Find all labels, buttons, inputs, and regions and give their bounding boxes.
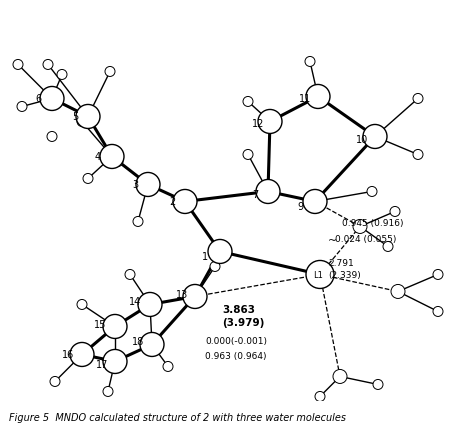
Circle shape	[305, 58, 315, 67]
Circle shape	[50, 377, 60, 386]
Circle shape	[133, 217, 143, 227]
Text: 7: 7	[252, 190, 258, 200]
Text: 0.963 (0.964): 0.963 (0.964)	[205, 351, 266, 361]
Circle shape	[306, 261, 334, 289]
Text: 6: 6	[35, 94, 41, 104]
Circle shape	[105, 67, 115, 77]
Circle shape	[83, 174, 93, 184]
Circle shape	[77, 117, 87, 127]
Circle shape	[113, 157, 123, 167]
Text: 2.791
(2.339): 2.791 (2.339)	[328, 259, 361, 279]
Text: 0.024 (0.055): 0.024 (0.055)	[335, 235, 396, 244]
Circle shape	[103, 386, 113, 397]
Circle shape	[208, 240, 232, 264]
Circle shape	[373, 380, 383, 389]
Text: ~: ~	[328, 235, 337, 245]
Circle shape	[43, 60, 53, 70]
Text: 14: 14	[129, 297, 141, 307]
Text: 10: 10	[356, 135, 368, 145]
Circle shape	[413, 94, 423, 104]
Circle shape	[353, 220, 367, 234]
Circle shape	[391, 285, 405, 299]
Circle shape	[103, 315, 127, 339]
Text: 15: 15	[94, 320, 106, 330]
Circle shape	[140, 333, 164, 357]
Text: 3.863
(3.979): 3.863 (3.979)	[222, 305, 264, 327]
Circle shape	[413, 150, 423, 160]
Circle shape	[103, 350, 127, 374]
Circle shape	[363, 125, 387, 149]
Circle shape	[163, 362, 173, 371]
Text: 11: 11	[299, 94, 311, 104]
Text: 2: 2	[169, 197, 175, 207]
Circle shape	[47, 132, 57, 142]
Text: 12: 12	[252, 119, 264, 129]
Text: 9: 9	[297, 202, 303, 212]
Text: 0.000(-0.001): 0.000(-0.001)	[205, 337, 267, 345]
Text: 4: 4	[95, 152, 101, 162]
Text: L1: L1	[313, 271, 323, 279]
Circle shape	[315, 391, 325, 402]
Circle shape	[390, 207, 400, 217]
Circle shape	[433, 307, 443, 317]
Circle shape	[383, 242, 393, 252]
Circle shape	[76, 105, 100, 129]
Circle shape	[100, 145, 124, 169]
Text: 3: 3	[132, 180, 138, 190]
Text: 13: 13	[176, 290, 188, 300]
Circle shape	[13, 60, 23, 70]
Text: 5: 5	[72, 112, 78, 122]
Circle shape	[210, 262, 220, 272]
Circle shape	[70, 343, 94, 367]
Circle shape	[433, 270, 443, 280]
Circle shape	[40, 87, 64, 111]
Circle shape	[136, 173, 160, 197]
Text: 17: 17	[96, 360, 108, 370]
Circle shape	[306, 85, 330, 109]
Circle shape	[258, 110, 282, 134]
Circle shape	[256, 180, 280, 204]
Text: Figure 5  MNDO calculated structure of 2 with three water molecules: Figure 5 MNDO calculated structure of 2 …	[9, 412, 346, 422]
Circle shape	[183, 285, 207, 309]
Circle shape	[125, 270, 135, 280]
Circle shape	[303, 190, 327, 214]
Text: 18: 18	[132, 337, 144, 347]
Circle shape	[173, 190, 197, 214]
Circle shape	[57, 70, 67, 80]
Circle shape	[77, 300, 87, 310]
Circle shape	[17, 102, 27, 112]
Circle shape	[367, 187, 377, 197]
Text: 1: 1	[202, 252, 208, 262]
Text: 16: 16	[62, 350, 74, 360]
Circle shape	[243, 97, 253, 107]
Text: 0.945 (0.916): 0.945 (0.916)	[342, 219, 403, 228]
Circle shape	[138, 293, 162, 317]
Circle shape	[333, 370, 347, 383]
Circle shape	[243, 150, 253, 160]
